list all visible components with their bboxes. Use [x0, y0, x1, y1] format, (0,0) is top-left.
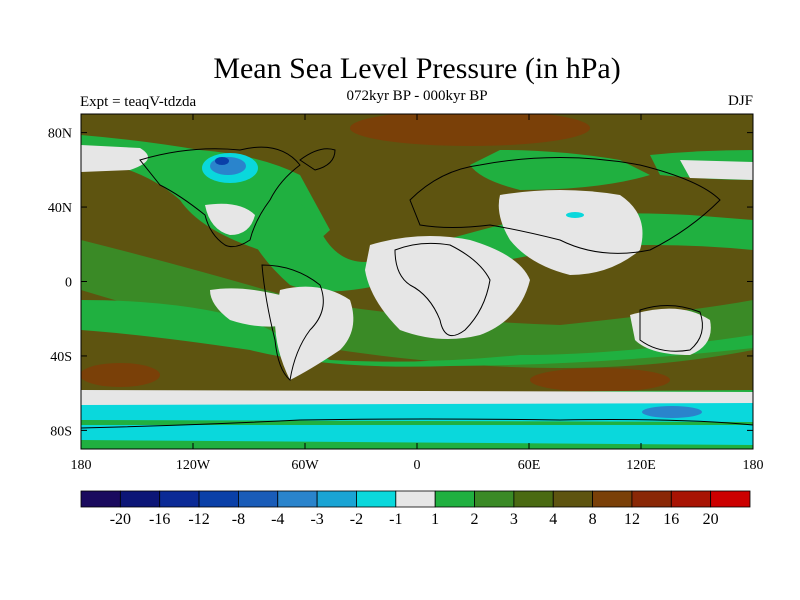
lon-tick-label: 60E — [518, 458, 541, 473]
field-antarctic-cyan-south — [81, 425, 753, 445]
colorbar-swatch — [474, 490, 515, 508]
colorbar-label: -20 — [110, 511, 131, 528]
colorbar-label: 1 — [431, 511, 439, 528]
field-sa-grey-west — [210, 288, 294, 327]
field-southpac-brown — [81, 363, 160, 387]
coast-africa — [394, 242, 491, 337]
lat-tick-label: 40N — [48, 201, 72, 216]
colorbar-swatch — [434, 490, 475, 508]
lon-tick-label: 60W — [291, 458, 319, 473]
field-na-grey — [205, 203, 255, 235]
coast-greenland — [299, 148, 336, 171]
coast-australia — [639, 305, 703, 352]
field-himalaya-cyan — [566, 212, 584, 218]
colorbar-swatch — [592, 490, 633, 508]
colorbar-swatch — [119, 490, 161, 508]
pressure-anomaly-field — [81, 114, 753, 449]
lon-tick-label: 120W — [176, 458, 211, 473]
coastlines — [81, 146, 753, 429]
colorbar-swatch — [238, 490, 279, 508]
field-sa-grey — [275, 286, 354, 380]
coast-eurasia — [409, 157, 721, 254]
longitude-axis: 180 120W 60W 0 60E 120E 180 — [71, 114, 764, 473]
latitude-axis: 80N 40N 0 40S 80S — [48, 127, 753, 439]
colorbar-swatch — [395, 490, 436, 508]
colorbar: -20 -16 -12 -8 -4 -3 -2 -1 1 2 3 4 8 12 16 20 — [80, 490, 751, 528]
colorbar-label: -16 — [149, 511, 170, 528]
colorbar-label: -4 — [271, 511, 284, 528]
colorbar-label: 12 — [624, 511, 640, 528]
colorbar-label: 2 — [471, 511, 479, 528]
lat-tick-label: 80N — [48, 127, 72, 142]
colorbar-label: 4 — [549, 511, 557, 528]
field-arctic-brown — [350, 114, 590, 146]
lon-tick-label: 120E — [626, 458, 656, 473]
lat-tick-label: 40S — [50, 350, 72, 365]
lat-tick-label: 0 — [65, 276, 72, 291]
colorbar-swatch — [198, 490, 239, 508]
field-beringia-grey — [81, 145, 148, 172]
colorbar-label: 16 — [663, 511, 679, 528]
field-africa-grey — [365, 236, 530, 339]
colorbar-swatch — [552, 490, 593, 508]
lon-tick-label: 0 — [414, 458, 421, 473]
lon-tick-label: 180 — [71, 458, 92, 473]
colorbar-swatch — [159, 490, 200, 508]
field-aus-grey — [630, 308, 711, 355]
lat-tick-label: 80S — [50, 424, 72, 439]
chart-title: Mean Sea Level Pressure (in hPa) — [213, 52, 621, 85]
season-label: DJF — [727, 93, 753, 109]
colorbar-swatch — [356, 490, 397, 508]
colorbar-label: -12 — [188, 511, 209, 528]
colorbar-swatch — [277, 490, 318, 508]
experiment-label: Expt = teaqV-tdzda — [80, 94, 197, 110]
colorbar-swatch — [316, 490, 357, 508]
colorbar-swatch — [513, 490, 554, 508]
coast-antarctica — [81, 418, 753, 429]
colorbar-label: 20 — [703, 511, 719, 528]
colorbar-label: -8 — [232, 511, 245, 528]
lon-tick-label: 180 — [743, 458, 764, 473]
colorbar-swatch — [710, 490, 751, 508]
coast-north-america — [139, 146, 301, 248]
field-tropical-olive — [81, 240, 753, 368]
field-siberia-grey — [680, 160, 753, 180]
colorbar-label: 8 — [589, 511, 597, 528]
colorbar-label: -1 — [389, 511, 402, 528]
colorbar-swatch — [631, 490, 672, 508]
colorbar-label: -3 — [310, 511, 323, 528]
colorbar-swatch — [670, 490, 712, 508]
field-subtropic-green — [81, 300, 753, 367]
colorbar-swatch — [80, 490, 121, 508]
field-hudson-darkblue — [215, 157, 229, 165]
field-southind-brown — [530, 368, 670, 392]
field-antarctic-cyan — [81, 403, 753, 422]
colorbar-label: -2 — [350, 511, 363, 528]
coast-south-america — [261, 264, 324, 381]
field-asia-grey — [498, 190, 643, 275]
colorbar-label: 3 — [510, 511, 518, 528]
field-antarctic-blue — [642, 406, 702, 418]
field-antarctic-grey-band — [81, 390, 753, 405]
chart-subtitle: 072kyr BP - 000kyr BP — [346, 88, 488, 104]
